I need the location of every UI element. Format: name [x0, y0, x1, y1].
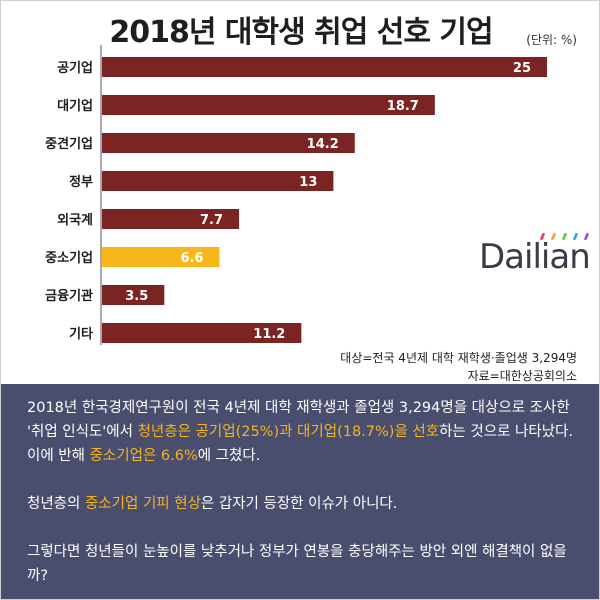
value-label: 11.2: [253, 327, 285, 342]
bar-중견기업: [102, 133, 355, 153]
value-label: 13: [299, 175, 317, 190]
chart-area: 2018년 대학생 취업 선호 기업 (단위: %) 공기업 25 대기업 18.7 중…: [1, 1, 600, 384]
p1-text-a: 2018년 한국경제연구원이 전국 4년제 대학 재학생과 졸업생 3,294명…: [27, 400, 570, 440]
bar-chart: 공기업 25 대기업 18.7 중견기업 14.2 정부 13 외국계 7.7 중소기업 6.6 금융기…: [45, 45, 547, 345]
category-label: 공기업: [57, 61, 93, 76]
category-label: 외국계: [57, 212, 93, 228]
paragraph-2: 청년층의 중소기업 기피 현상은 갑자기 등장한 이슈가 아니다.: [27, 492, 581, 516]
value-label: 18.7: [387, 99, 419, 114]
category-label: 대기업: [57, 99, 93, 114]
category-label: 중견기업: [45, 136, 93, 152]
value-label: 7.7: [200, 213, 223, 228]
bar-공기업: [102, 57, 547, 77]
p1-highlight-preference: 청년층은 공기업(25%)과 대기업(18.7%)을 선호: [137, 424, 440, 440]
bar-중소기업: [102, 247, 220, 267]
category-label: 금융기관: [45, 288, 93, 304]
bar-대기업: [102, 95, 435, 115]
value-label: 25: [513, 61, 531, 76]
logo-accent-mark: [550, 233, 557, 240]
p1-highlight-sme: 중소기업은 6.6%: [89, 448, 198, 464]
logo-accent-marks: [539, 233, 600, 245]
unit-label: (단위: %): [526, 33, 577, 47]
category-label: 정부: [69, 174, 93, 190]
bar-금융기관: [102, 285, 165, 305]
p1-text-c: 하는 것으로 나타났다. 이에 반해: [27, 424, 573, 464]
logo-accent-mark: [572, 233, 579, 240]
logo-accent-mark: [583, 233, 590, 240]
category-label: 기타: [69, 326, 93, 342]
paragraph-3: 그렇다면 청년들이 눈높이를 낮추거나 정부가 연봉을 충당해주는 방안 외엔 …: [27, 544, 567, 584]
category-label: 중소기업: [45, 251, 93, 266]
logo-accent-mark: [561, 233, 568, 240]
bar-기타: [102, 323, 302, 343]
value-label: 6.6: [180, 251, 203, 266]
description-panel: 2018년 한국경제연구원이 전국 4년제 대학 재학생과 졸업생 3,294명…: [1, 384, 599, 599]
value-label: 3.5: [125, 289, 148, 304]
p1-text-e: 에 그쳤다.: [197, 448, 261, 464]
p2-highlight: 중소기업 기피 현상: [84, 496, 201, 512]
bar-정부: [102, 171, 334, 191]
p2-text-c: 은 갑자기 등장한 이슈가 아니다.: [200, 496, 398, 512]
dailian-logo: Dailian: [479, 237, 591, 277]
footnote-target: 대상=전국 4년제 대학 재학생·졸업생 3,294명: [340, 351, 577, 365]
bar-외국계: [102, 209, 240, 229]
value-label: 14.2: [307, 137, 339, 152]
chart-title: 2018년 대학생 취업 선호 기업: [109, 15, 493, 50]
footnote-source: 자료=대한상공회의소: [467, 369, 577, 383]
logo-accent-mark: [539, 233, 546, 240]
paragraph-1: 2018년 한국경제연구원이 전국 4년제 대학 재학생과 졸업생 3,294명…: [27, 396, 581, 468]
p2-text-a: 청년층의: [27, 496, 85, 512]
